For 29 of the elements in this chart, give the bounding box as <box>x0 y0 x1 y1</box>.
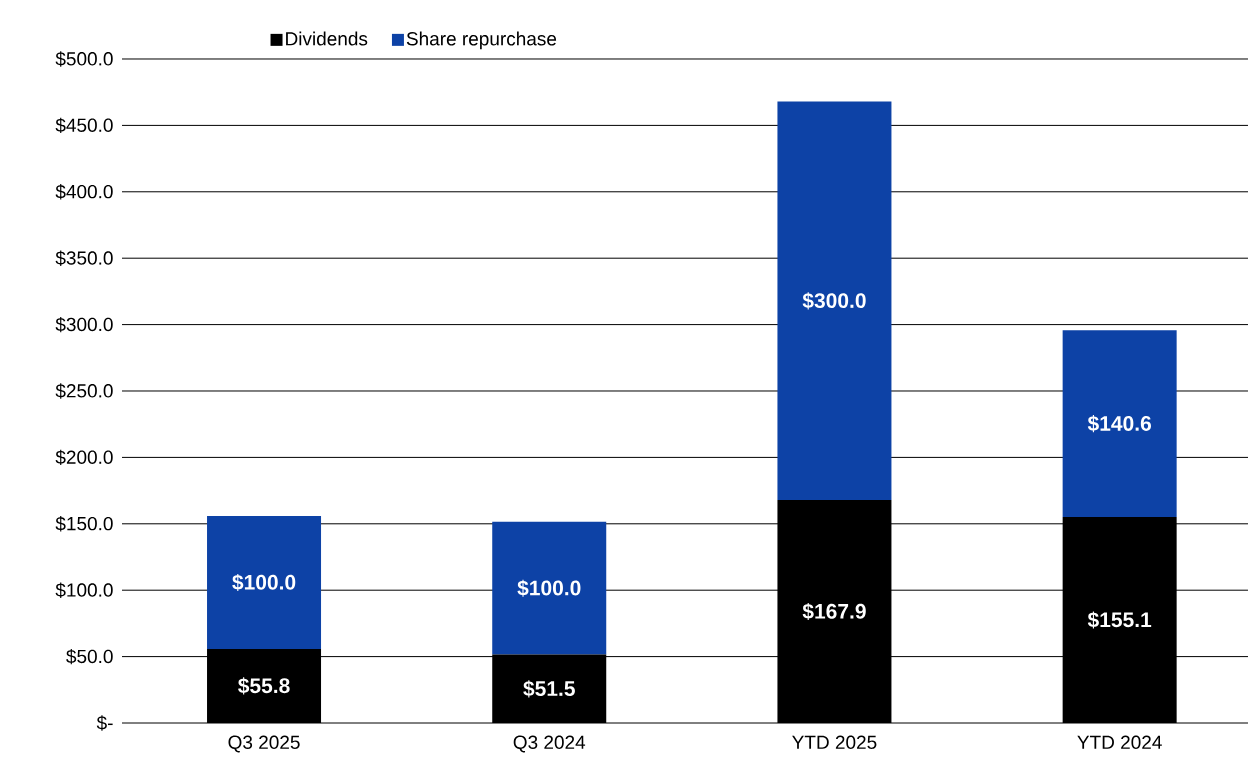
data-label: $100.0 <box>517 579 581 597</box>
bar <box>777 101 892 501</box>
y-tick-label: $400.0 <box>55 184 113 200</box>
y-tick-label: $350.0 <box>55 250 113 266</box>
x-tick-label: YTD 2025 <box>792 735 877 749</box>
x-tick-label: Q3 2024 <box>513 735 586 753</box>
y-tick-label: $250.0 <box>55 383 113 399</box>
legend-label: Dividends <box>286 31 368 46</box>
y-tick-label: $200.0 <box>55 449 113 466</box>
x-tick-label: Q3 2025 <box>228 735 300 753</box>
data-label: $100.0 <box>232 573 296 592</box>
y-tick-label: $50.0 <box>66 648 113 665</box>
bar <box>492 521 607 655</box>
y-tick-label: $100.0 <box>55 582 113 598</box>
x-tick-label: YTD 2024 <box>1077 735 1162 749</box>
data-label: $300.0 <box>802 292 866 310</box>
data-label: $140.6 <box>1087 415 1151 433</box>
y-tick-label: $- <box>96 715 113 731</box>
data-label: $155.1 <box>1087 611 1152 629</box>
y-tick-label: $150.0 <box>55 516 113 532</box>
y-tick-label: $450.0 <box>55 117 113 134</box>
data-label: $167.9 <box>802 602 866 621</box>
legend-label: Share repurchase <box>406 31 557 50</box>
data-label: $55.8 <box>238 677 290 695</box>
y-tick-label: $300.0 <box>55 316 113 333</box>
bar <box>1062 330 1177 518</box>
y-tick-label: $500.0 <box>55 51 113 67</box>
bar <box>207 516 322 649</box>
data-label: $51.5 <box>523 680 575 698</box>
